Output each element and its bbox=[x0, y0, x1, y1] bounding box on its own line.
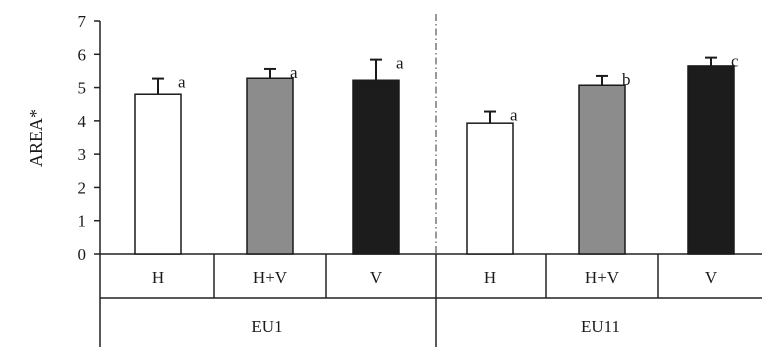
y-ticks: 0 1 2 3 4 5 6 7 bbox=[78, 12, 100, 264]
bar bbox=[246, 77, 294, 255]
bars bbox=[134, 65, 735, 255]
error-bars bbox=[152, 56, 717, 124]
significance-label: a bbox=[510, 106, 518, 125]
y-tick-label: 6 bbox=[78, 45, 87, 64]
x-categories: H H+V V H H+V V bbox=[152, 268, 718, 287]
bar bbox=[687, 65, 735, 255]
x-category-label: H+V bbox=[585, 268, 620, 287]
significance-labels: a a a a b c bbox=[178, 52, 739, 125]
y-tick-label: 2 bbox=[78, 178, 87, 197]
x-group-label: EU1 bbox=[251, 317, 282, 336]
x-category-label: H bbox=[152, 268, 164, 287]
bar bbox=[578, 84, 626, 255]
significance-label: b bbox=[622, 70, 631, 89]
significance-label: a bbox=[396, 54, 404, 73]
significance-label: a bbox=[290, 63, 298, 82]
y-tick-label: 4 bbox=[78, 112, 87, 131]
y-tick-label: 0 bbox=[78, 245, 87, 264]
bar bbox=[352, 79, 400, 255]
y-axis-label: AREA* bbox=[26, 109, 46, 167]
x-category-label: V bbox=[705, 268, 718, 287]
group-labels: EU1 EU11 bbox=[251, 317, 620, 336]
axes bbox=[99, 14, 762, 347]
x-category-label: V bbox=[370, 268, 383, 287]
y-tick-label: 5 bbox=[78, 79, 87, 98]
y-tick-label: 1 bbox=[78, 212, 87, 231]
x-category-label: H+V bbox=[253, 268, 288, 287]
significance-label: a bbox=[178, 73, 186, 92]
bar bbox=[466, 122, 514, 255]
y-tick-label: 3 bbox=[78, 145, 87, 164]
bar bbox=[134, 93, 182, 255]
significance-label: c bbox=[731, 52, 739, 71]
x-category-label: H bbox=[484, 268, 496, 287]
y-tick-label: 7 bbox=[78, 12, 87, 31]
x-group-label: EU11 bbox=[581, 317, 620, 336]
